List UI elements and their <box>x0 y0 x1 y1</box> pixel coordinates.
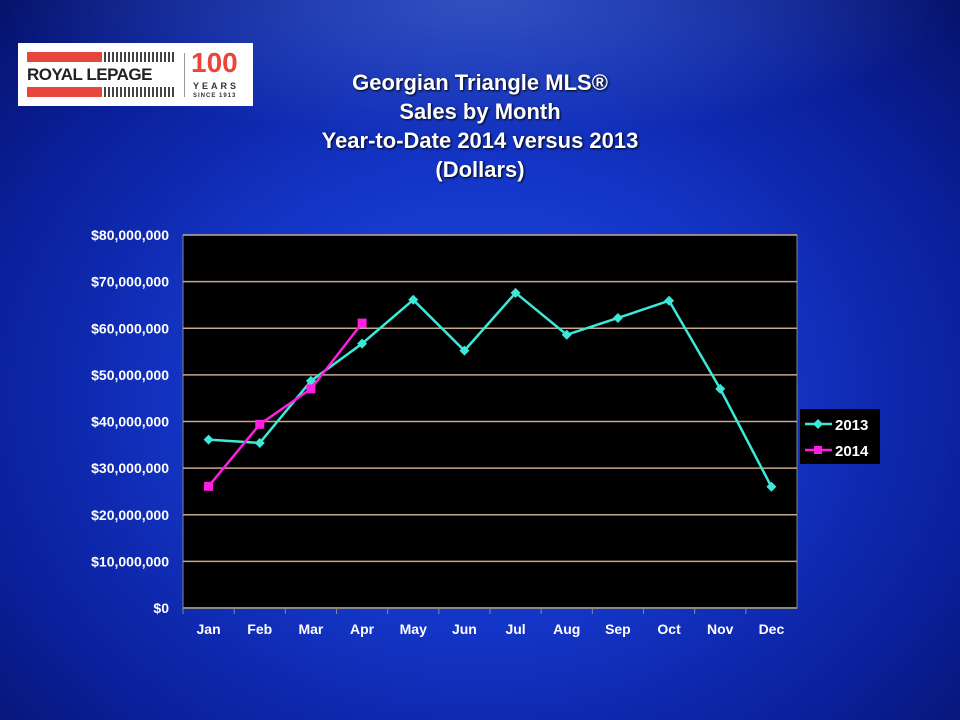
data-point-2013 <box>203 434 214 445</box>
data-point-2013 <box>305 375 316 386</box>
y-tick-label: $70,000,000 <box>91 274 169 290</box>
royal-lepage-logo: ROYAL LEPAGE 100 YEARS SINCE 1913 <box>18 43 253 106</box>
x-tick-label: Feb <box>247 621 272 637</box>
title-line-3: Year-to-Date 2014 versus 2013 <box>321 128 639 153</box>
data-point-2013 <box>459 345 470 356</box>
y-tick-label: $40,000,000 <box>91 414 169 430</box>
data-point-2013 <box>715 383 726 394</box>
chart-title: Georgian Triangle MLS® Sales by Month Ye… <box>0 68 960 184</box>
series-line-2013 <box>208 291 773 488</box>
logo-lines <box>104 52 174 62</box>
data-point-2014 <box>357 318 367 328</box>
y-tick-label: $50,000,000 <box>91 367 169 383</box>
x-tick-label: Jan <box>197 621 221 637</box>
x-tick-label: Mar <box>298 621 323 637</box>
logo-brand: ROYAL LEPAGE <box>27 65 153 84</box>
data-point-2014 <box>306 384 316 394</box>
data-point-2013 <box>510 287 521 298</box>
x-tick-label: Jun <box>452 621 477 637</box>
logo-bar <box>27 52 102 62</box>
data-point-2013 <box>766 481 777 492</box>
legend-marker-2014 <box>814 446 822 454</box>
data-point-2013 <box>254 437 265 448</box>
logo-years: YEARS <box>193 81 240 91</box>
legend-marker-2013 <box>813 419 823 429</box>
logo-100: 100 <box>191 47 238 78</box>
logo-separator <box>184 53 185 97</box>
data-point-2013 <box>664 295 675 306</box>
y-tick-label: $0 <box>153 600 169 616</box>
legend-label-2014: 2014 <box>835 443 869 460</box>
logo-bar <box>27 87 102 97</box>
title-line-2: Sales by Month <box>399 99 561 124</box>
y-tick-label: $20,000,000 <box>91 507 169 523</box>
x-tick-label: Sep <box>605 621 631 637</box>
x-tick-label: May <box>400 621 427 637</box>
y-tick-label: $80,000,000 <box>91 227 169 243</box>
x-tick-label: Nov <box>707 621 734 637</box>
x-tick-label: Aug <box>553 621 580 637</box>
data-point-2013 <box>357 338 368 349</box>
data-point-2014 <box>255 419 265 429</box>
legend-label-2013: 2013 <box>835 417 868 434</box>
x-tick-label: Jul <box>505 621 525 637</box>
title-line-1: Georgian Triangle MLS® <box>352 70 608 95</box>
data-point-2013 <box>612 312 623 323</box>
series-line-2014 <box>207 322 364 488</box>
x-tick-label: Apr <box>350 621 375 637</box>
data-point-2013 <box>561 329 572 340</box>
x-tick-label: Dec <box>759 621 785 637</box>
x-tick-label: Oct <box>657 621 681 637</box>
data-point-2014 <box>204 481 214 491</box>
logo-lines <box>104 87 174 97</box>
data-point-2013 <box>408 294 419 305</box>
y-tick-label: $10,000,000 <box>91 553 169 569</box>
y-tick-label: $60,000,000 <box>91 320 169 336</box>
legend <box>800 409 880 464</box>
logo-since: SINCE 1913 <box>193 93 237 99</box>
title-line-4: (Dollars) <box>435 157 525 182</box>
y-tick-label: $30,000,000 <box>91 460 169 476</box>
